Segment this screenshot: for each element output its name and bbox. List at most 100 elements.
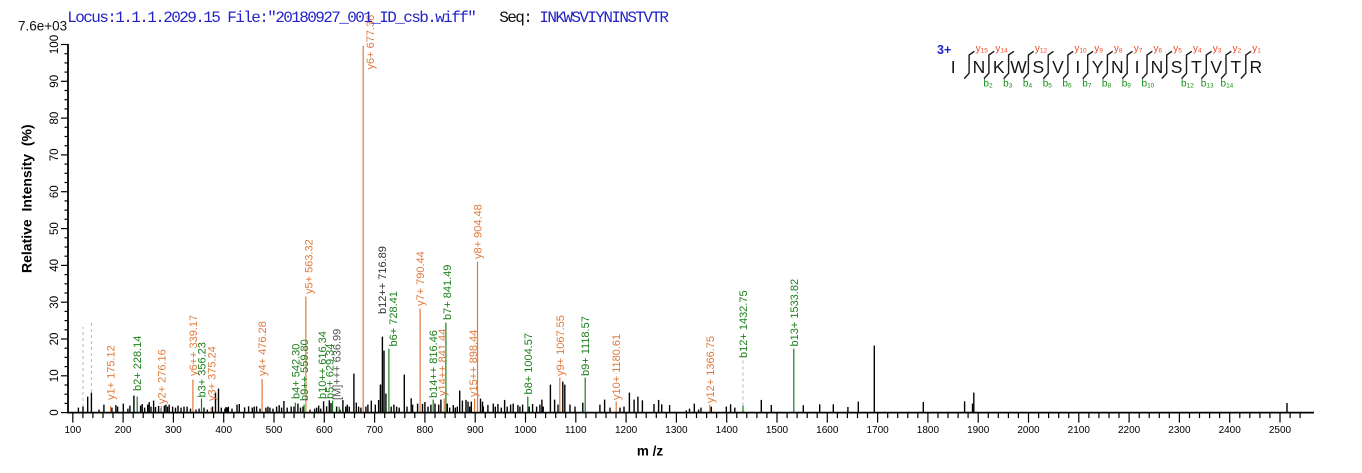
svg-text:30: 30 (49, 296, 61, 309)
svg-text:W: W (1010, 57, 1027, 77)
svg-text:y5: y5 (1173, 44, 1182, 55)
svg-text:b4: b4 (1023, 79, 1033, 90)
svg-text:V: V (1052, 57, 1064, 77)
svg-text:1700: 1700 (866, 425, 889, 436)
svg-text:300: 300 (165, 425, 182, 436)
svg-text:y2+ 276.16: y2+ 276.16 (156, 349, 168, 404)
svg-text:I: I (951, 57, 956, 77)
svg-text:600: 600 (316, 425, 333, 436)
svg-text:T: T (1231, 57, 1242, 77)
svg-text:y2: y2 (1233, 44, 1242, 55)
svg-text:b3+ 356.23: b3+ 356.23 (197, 342, 209, 397)
svg-text:1900: 1900 (967, 425, 990, 436)
svg-text:b6+ 728.41: b6+ 728.41 (388, 291, 400, 346)
svg-text:700: 700 (366, 425, 383, 436)
svg-text:N: N (1151, 57, 1164, 77)
svg-text:b9++ 559.80: b9++ 559.80 (299, 339, 311, 401)
svg-text:y5+ 563.32: y5+ 563.32 (304, 239, 316, 294)
svg-text:V: V (1210, 57, 1222, 77)
svg-text:y15: y15 (976, 44, 989, 55)
svg-text:y14: y14 (995, 44, 1008, 55)
svg-text:y9+ 1067.55: y9+ 1067.55 (555, 315, 567, 376)
svg-text:y1: y1 (1252, 44, 1261, 55)
svg-text:S: S (1032, 57, 1044, 77)
svg-text:Locus:1.1.1.2029.15 File:"2018: Locus:1.1.1.2029.15 File:"20180927_001_I… (67, 9, 669, 27)
svg-text:y10+ 1180.61: y10+ 1180.61 (611, 334, 623, 400)
svg-text:y15++ 898.44: y15++ 898.44 (468, 330, 480, 397)
svg-text:N: N (1111, 57, 1124, 77)
svg-text:y7+ 790.44: y7+ 790.44 (415, 251, 427, 306)
svg-text:b5+ 629.34: b5+ 629.34 (325, 344, 337, 399)
svg-text:100: 100 (49, 35, 61, 54)
svg-text:1500: 1500 (766, 425, 789, 436)
svg-text:b13+ 1533.82: b13+ 1533.82 (789, 279, 801, 347)
svg-text:b2: b2 (983, 79, 993, 90)
svg-text:y6+ 677.36: y6+ 677.36 (365, 15, 377, 70)
svg-text:b10: b10 (1142, 79, 1155, 90)
svg-text:100: 100 (64, 425, 81, 436)
svg-text:y4: y4 (1193, 44, 1202, 55)
svg-text:20: 20 (49, 333, 61, 346)
svg-text:2400: 2400 (1219, 425, 1242, 436)
svg-text:40: 40 (49, 259, 61, 272)
svg-text:0: 0 (49, 409, 61, 415)
svg-text:1100: 1100 (565, 425, 587, 436)
svg-text:R: R (1249, 57, 1262, 77)
svg-text:y1+ 175.12: y1+ 175.12 (106, 345, 118, 400)
svg-text:1200: 1200 (615, 425, 638, 436)
svg-text:y3+ 375.24: y3+ 375.24 (206, 346, 218, 401)
svg-text:80: 80 (49, 112, 61, 125)
svg-text:b7: b7 (1082, 79, 1092, 90)
svg-text:1400: 1400 (716, 425, 739, 436)
svg-text:b5: b5 (1043, 79, 1053, 90)
svg-text:y4+ 476.28: y4+ 476.28 (257, 321, 269, 376)
svg-text:b14++ 816.46: b14++ 816.46 (428, 330, 440, 398)
svg-text:b12++ 716.89: b12++ 716.89 (377, 246, 389, 314)
svg-text:1000: 1000 (514, 425, 537, 436)
svg-text:2100: 2100 (1068, 425, 1091, 436)
svg-text:b10++ 616.34: b10++ 616.34 (317, 331, 329, 399)
svg-text:800: 800 (417, 425, 434, 436)
svg-text:y8+ 904.48: y8+ 904.48 (473, 204, 485, 259)
svg-text:y10: y10 (1074, 44, 1087, 55)
svg-text:K: K (993, 57, 1005, 77)
svg-text:2500: 2500 (1269, 425, 1292, 436)
svg-text:S: S (1171, 57, 1183, 77)
svg-text:b9: b9 (1122, 79, 1132, 90)
svg-text:2000: 2000 (1017, 425, 1040, 436)
svg-text:1800: 1800 (917, 425, 940, 436)
svg-text:Y: Y (1092, 57, 1104, 77)
svg-text:b9+ 1118.57: b9+ 1118.57 (580, 316, 592, 376)
svg-text:b13: b13 (1201, 79, 1214, 90)
svg-text:b8+ 1004.57: b8+ 1004.57 (523, 333, 535, 394)
svg-text:3+: 3+ (937, 43, 951, 57)
svg-text:y7: y7 (1134, 44, 1143, 55)
svg-text:m /z: m /z (637, 444, 664, 459)
svg-text:[M]+++ 636.99: [M]+++ 636.99 (332, 329, 344, 400)
svg-text:b14: b14 (1221, 79, 1234, 90)
svg-text:70: 70 (49, 149, 61, 162)
svg-text:b12: b12 (1181, 79, 1194, 90)
svg-text:60: 60 (49, 185, 61, 198)
svg-text:b2+ 228.14: b2+ 228.14 (132, 336, 144, 391)
svg-text:900: 900 (467, 425, 484, 436)
svg-text:7.6e+03: 7.6e+03 (18, 19, 67, 34)
svg-text:y12: y12 (1035, 44, 1048, 55)
svg-text:b6: b6 (1062, 79, 1072, 90)
svg-text:y6++ 339.17: y6++ 339.17 (188, 315, 200, 376)
svg-text:y3: y3 (1213, 44, 1222, 55)
svg-text:2200: 2200 (1118, 425, 1141, 436)
svg-text:b4+ 542.30: b4+ 542.30 (290, 344, 302, 399)
svg-text:y8: y8 (1114, 44, 1123, 55)
svg-text:Relative Intensity (%): Relative Intensity (%) (19, 124, 35, 273)
svg-text:200: 200 (115, 425, 132, 436)
svg-text:y9: y9 (1094, 44, 1103, 55)
svg-text:I: I (1135, 57, 1140, 77)
svg-text:I: I (1075, 57, 1080, 77)
svg-text:b8: b8 (1102, 79, 1112, 90)
svg-text:b3: b3 (1003, 79, 1013, 90)
svg-text:10: 10 (49, 369, 61, 382)
svg-text:50: 50 (49, 222, 61, 235)
svg-text:b12+ 1432.75: b12+ 1432.75 (738, 290, 750, 358)
svg-text:N: N (973, 57, 986, 77)
